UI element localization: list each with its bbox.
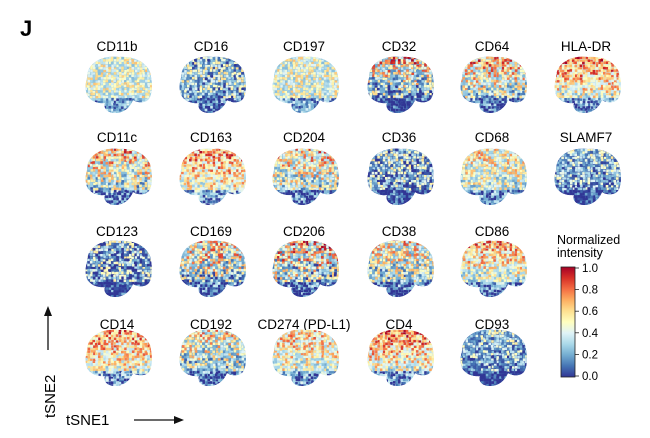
tsne1-label: tSNE1 bbox=[66, 412, 109, 429]
tsne-panel: CD204 bbox=[272, 130, 339, 205]
marker-label: CD11c bbox=[97, 130, 138, 145]
tsne-embedding-plot bbox=[85, 329, 152, 386]
tsne-embedding-plot bbox=[179, 240, 246, 297]
tsne-panel: CD206 bbox=[272, 224, 339, 297]
tsne-panel: CD274 (PD-L1) bbox=[257, 317, 351, 386]
tsne-embedding-plot bbox=[460, 148, 527, 205]
colorbar: Normalized intensity 1.0 0.8 0.6 0.4 0.2 0.0 bbox=[557, 233, 620, 383]
tsne-panel: CD32 bbox=[367, 39, 434, 113]
colorbar-tick-label: 0.2 bbox=[582, 349, 598, 361]
tsne-panel: CD11b bbox=[85, 39, 152, 113]
tsne-embedding-plot bbox=[272, 240, 339, 297]
tsne-embedding-plot bbox=[85, 148, 152, 205]
tsne-embedding-plot bbox=[179, 148, 246, 205]
colorbar-tick-label: 0.8 bbox=[582, 285, 598, 297]
colorbar-tick-label: 1.0 bbox=[582, 263, 598, 275]
marker-label: CD206 bbox=[283, 224, 325, 239]
panel-label: J bbox=[20, 16, 32, 41]
colorbar-title-line1: Normalized bbox=[557, 233, 620, 247]
tsne-panel: CD14 bbox=[85, 317, 152, 386]
tsne-panel: CD93 bbox=[460, 317, 527, 386]
marker-label: HLA-DR bbox=[561, 39, 612, 54]
marker-label: CD32 bbox=[382, 39, 417, 54]
colorbar-tick-label: 0.6 bbox=[582, 306, 598, 318]
colorbar-title-line2: intensity bbox=[557, 246, 604, 260]
colorbar-tick-label: 0.4 bbox=[582, 328, 599, 340]
tsne-embedding-plot bbox=[367, 240, 434, 297]
tsne-panel: CD197 bbox=[272, 39, 339, 113]
tsne-embedding-plot bbox=[85, 240, 152, 297]
colorbar-ticks: 1.0 0.8 0.6 0.4 0.2 0.0 bbox=[575, 263, 599, 383]
marker-label: CD38 bbox=[382, 224, 417, 239]
tsne-embedding-plot bbox=[272, 148, 339, 205]
tsne-embedding-plot bbox=[367, 329, 434, 386]
tsne-embedding-plot bbox=[554, 56, 621, 113]
tsne-embedding-plot bbox=[85, 56, 152, 113]
marker-label: CD4 bbox=[385, 317, 412, 332]
tsne-panels: CD11b CD16 CD197 CD32 CD64 HLA-DR CD11c CD163 CD… bbox=[85, 39, 621, 386]
tsne1-axis: tSNE1 bbox=[66, 412, 184, 429]
marker-label: CD274 (PD-L1) bbox=[257, 317, 350, 332]
marker-label: SLAMF7 bbox=[560, 130, 613, 145]
marker-label: CD36 bbox=[382, 130, 417, 145]
tsne-embedding-plot bbox=[460, 329, 527, 386]
tsne-embedding-plot bbox=[554, 148, 621, 205]
marker-label: CD14 bbox=[100, 317, 135, 332]
tsne2-axis: tSNE2 bbox=[42, 306, 59, 418]
tsne-panel: CD169 bbox=[179, 224, 246, 297]
marker-label: CD68 bbox=[475, 130, 510, 145]
tsne-embedding-plot bbox=[179, 329, 246, 386]
marker-label: CD64 bbox=[475, 39, 510, 54]
marker-label: CD197 bbox=[283, 39, 325, 54]
marker-label: CD11b bbox=[96, 39, 137, 54]
colorbar-gradient bbox=[560, 266, 576, 378]
tsne-embedding-plot bbox=[460, 56, 527, 113]
colorbar-tick-label: 0.0 bbox=[582, 371, 598, 383]
tsne-panel: CD16 bbox=[179, 39, 246, 113]
tsne-panel: SLAMF7 bbox=[554, 130, 621, 205]
marker-label: CD169 bbox=[190, 224, 232, 239]
marker-label: CD163 bbox=[190, 130, 232, 145]
tsne-embedding-plot bbox=[179, 56, 246, 113]
marker-label: CD204 bbox=[283, 130, 326, 145]
marker-label: CD123 bbox=[96, 224, 138, 239]
tsne-panel: CD192 bbox=[179, 317, 246, 386]
tsne-panel: CD4 bbox=[367, 317, 434, 386]
tsne-panel: CD68 bbox=[460, 130, 527, 205]
tsne-embedding-plot bbox=[272, 329, 339, 386]
tsne-panel: CD11c bbox=[85, 130, 152, 205]
marker-label: CD192 bbox=[190, 317, 232, 332]
tsne-panel: CD123 bbox=[85, 224, 152, 297]
marker-label: CD86 bbox=[475, 224, 510, 239]
tsne-embedding-plot bbox=[367, 148, 434, 205]
tsne-embedding-plot bbox=[272, 56, 339, 113]
tsne-panel: HLA-DR bbox=[554, 39, 621, 113]
tsne-embedding-plot bbox=[460, 240, 527, 297]
tsne-panel: CD38 bbox=[367, 224, 434, 297]
tsne-panel: CD86 bbox=[460, 224, 527, 297]
tsne2-label: tSNE2 bbox=[42, 375, 59, 418]
marker-label: CD93 bbox=[475, 317, 510, 332]
tsne-panel: CD36 bbox=[367, 130, 434, 205]
marker-label: CD16 bbox=[194, 39, 229, 54]
tsne-panel: CD64 bbox=[460, 39, 527, 113]
tsne-panel: CD163 bbox=[179, 130, 246, 205]
tsne-embedding-plot bbox=[367, 56, 434, 113]
